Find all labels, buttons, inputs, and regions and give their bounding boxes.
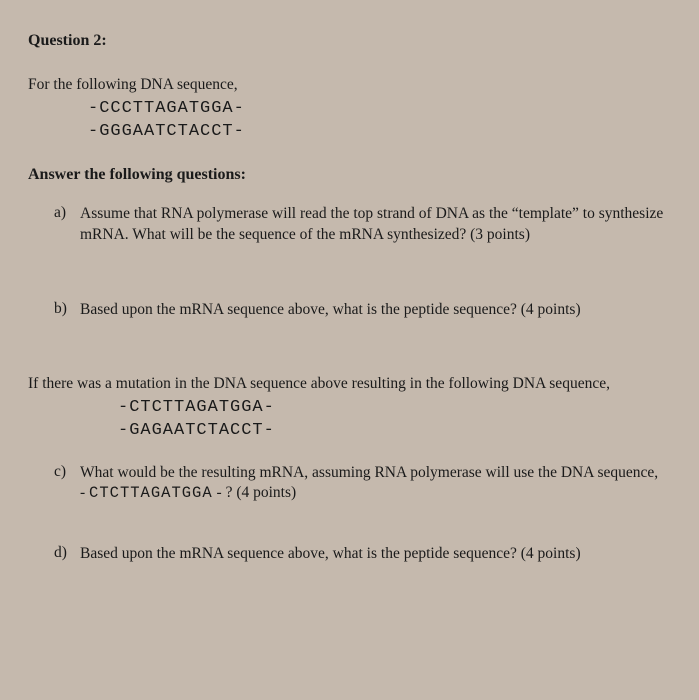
item-text-d: Based upon the mRNA sequence above, what… xyxy=(80,544,587,565)
dna-sequence-top: -CCCTTAGATGGA- xyxy=(88,98,671,121)
item-seq-c: CTCTTAGATGGA xyxy=(89,484,213,502)
dna-sequence-bottom: -GGGAATCTACCT- xyxy=(88,121,671,144)
question-title: Question 2: xyxy=(28,32,671,50)
item-text-b: Based upon the mRNA sequence above, what… xyxy=(80,300,587,321)
item-label-b: b) xyxy=(54,300,80,321)
item-text-c: What would be the resulting mRNA, assumi… xyxy=(80,463,671,505)
question-item-d: d) Based upon the mRNA sequence above, w… xyxy=(54,544,671,565)
mutation-intro: If there was a mutation in the DNA seque… xyxy=(28,375,671,393)
sequence-block-mutated: -CTCTTAGATGGA- -GAGAATCTACCT- xyxy=(118,397,671,443)
answer-heading: Answer the following questions: xyxy=(28,166,671,184)
item-label-d: d) xyxy=(54,544,80,565)
item-label-c: c) xyxy=(54,463,80,505)
dna-sequence-mutated-bottom: -GAGAATCTACCT- xyxy=(118,420,671,443)
intro-line: For the following DNA sequence, xyxy=(28,76,671,94)
question-item-b: b) Based upon the mRNA sequence above, w… xyxy=(54,300,671,321)
item-label-a: a) xyxy=(54,204,80,246)
question-item-c: c) What would be the resulting mRNA, ass… xyxy=(54,463,671,505)
dna-sequence-mutated-top: -CTCTTAGATGGA- xyxy=(118,397,671,420)
item-text-c-post: - ? (4 points) xyxy=(213,484,297,501)
sequence-block-original: -CCCTTAGATGGA- -GGGAATCTACCT- xyxy=(88,98,671,144)
item-text-a: Assume that RNA polymerase will read the… xyxy=(80,204,671,246)
question-item-a: a) Assume that RNA polymerase will read … xyxy=(54,204,671,246)
